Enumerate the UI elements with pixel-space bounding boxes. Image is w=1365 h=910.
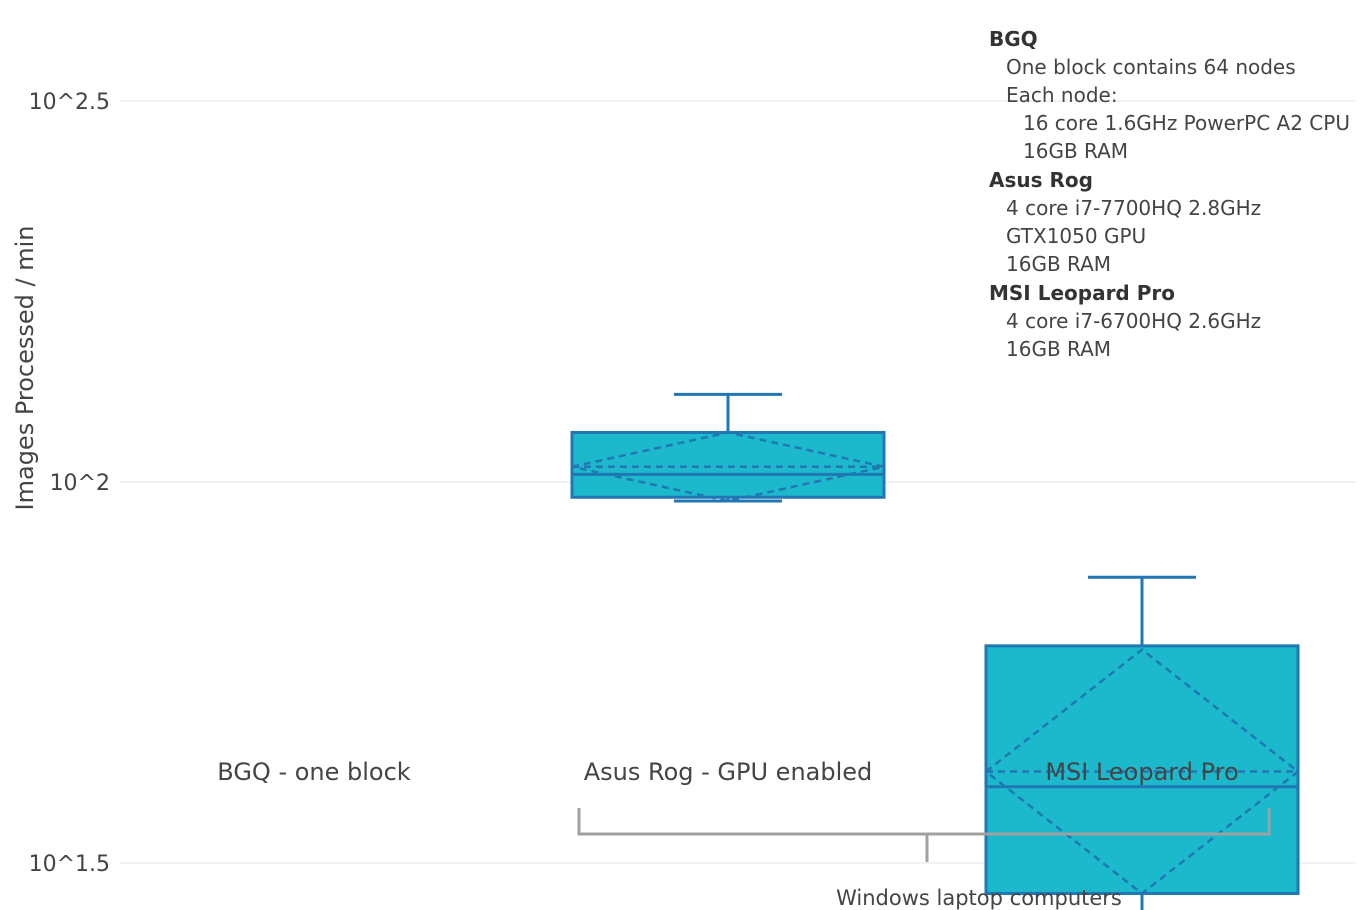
iqr-box	[570, 430, 886, 499]
bracket-line	[577, 808, 1271, 836]
y-tick-label: 10^1.5	[29, 852, 110, 877]
category-labels: BGQ - one block Asus Rog - GPU enabled MSI…	[217, 758, 1238, 786]
annotation-line: One block contains 64 nodes	[1006, 55, 1296, 79]
annotation-heading: BGQ	[989, 27, 1038, 51]
hardware-annotation: BGQ One block contains 64 nodes Each node:…	[989, 27, 1350, 361]
boxes	[570, 392, 1301, 910]
annotation-heading: MSI Leopard Pro	[989, 281, 1175, 305]
annotation-line: Each node:	[1006, 83, 1118, 107]
category-label: MSI Leopard Pro	[1045, 758, 1238, 786]
annotation-line: 16GB RAM	[1023, 139, 1128, 163]
annotation-line: 4 core i7-7700HQ 2.8GHz	[1006, 196, 1261, 220]
category-label: Asus Rog - GPU enabled	[584, 758, 873, 786]
y-tick-label: 10^2.5	[29, 90, 110, 115]
y-tick-label: 10^2	[50, 471, 110, 496]
category-label: BGQ - one block	[217, 758, 411, 786]
group-bracket: Windows laptop computers	[577, 808, 1271, 910]
y-axis-ticks: 10^310^2.510^210^1.5	[29, 90, 110, 877]
sd-diamond	[571, 431, 885, 503]
annotation-line: GTX1050 GPU	[1006, 224, 1146, 248]
annotation-line: 16GB RAM	[1006, 337, 1111, 361]
box-3	[983, 575, 1301, 910]
group-label: Windows laptop computers	[836, 886, 1122, 910]
annotation-heading: Asus Rog	[989, 168, 1093, 192]
annotation-line: 16GB RAM	[1006, 252, 1111, 276]
annotation-line: 4 core i7-6700HQ 2.6GHz	[1006, 309, 1261, 333]
annotation-line: 16 core 1.6GHz PowerPC A2 CPU	[1023, 111, 1350, 135]
y-axis-title: Images Processed / min	[11, 226, 39, 511]
iqr-box	[984, 644, 1300, 895]
box-2	[570, 392, 886, 503]
